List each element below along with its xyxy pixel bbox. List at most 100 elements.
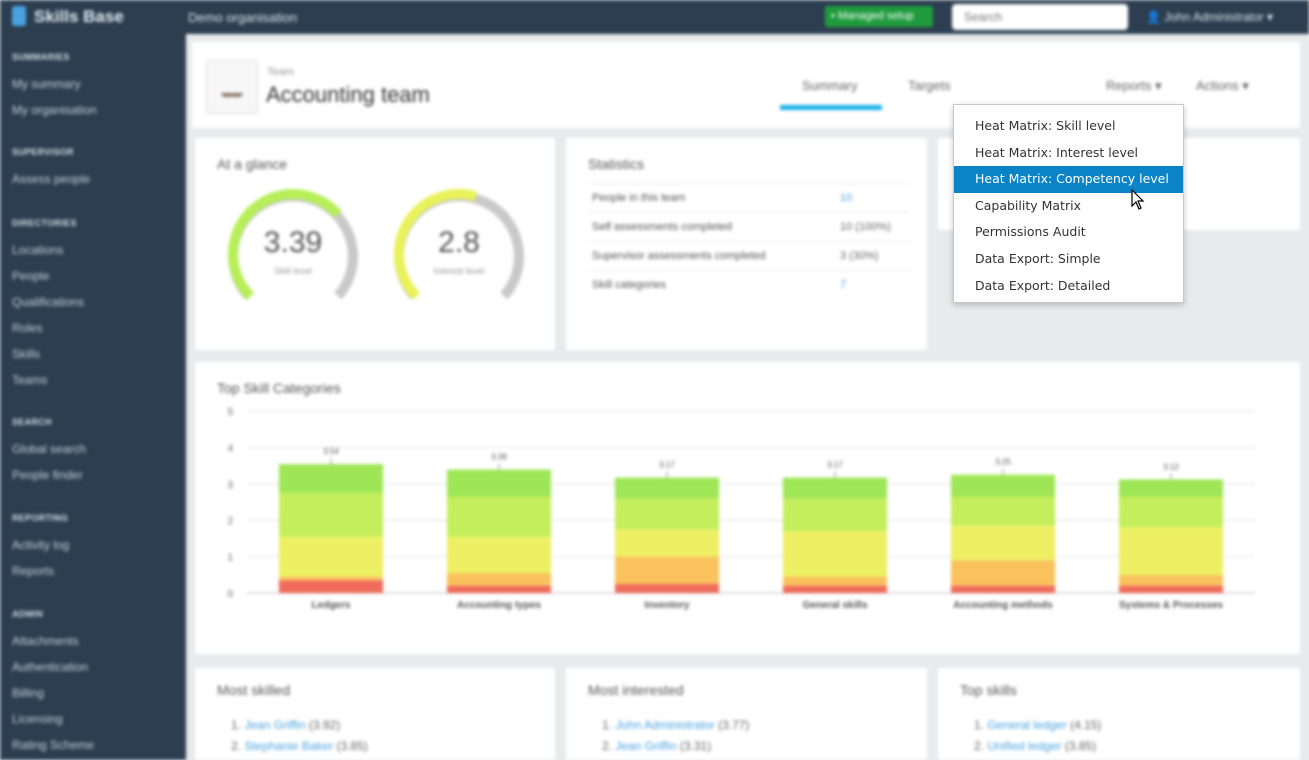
skill-link[interactable]: Unified ledger (987, 739, 1062, 753)
tab-targets[interactable]: Targets (908, 78, 951, 93)
sidebar-item-attachments[interactable]: Attachments (12, 634, 79, 648)
bar-segment (615, 477, 719, 499)
check-icon: ▪ (831, 10, 838, 22)
list-item: 2. Unified ledger (3.85) (974, 739, 1097, 753)
glance-panel: At a glance 3.39 Skill level 2.8 Interes… (195, 138, 555, 350)
y-tick-label: 5 (227, 407, 233, 418)
stat-value[interactable]: 10 (840, 192, 853, 204)
team-avatar (206, 60, 258, 114)
sidebar-item-qualifications[interactable]: Qualifications (12, 295, 85, 309)
stat-label: Self assessments completed (592, 221, 733, 233)
skill-gauge-graphic (228, 189, 358, 300)
y-tick-label: 3 (227, 480, 233, 491)
search-input[interactable] (952, 4, 1128, 30)
bar-segment (615, 498, 719, 530)
tab-summary[interactable]: Summary (802, 78, 858, 93)
bar-value-label: 3.12 (1163, 462, 1179, 471)
menu-item-heat-matrix-competency-level[interactable]: Heat Matrix: Competency level (954, 166, 1183, 193)
category-label: General skills (802, 600, 867, 611)
stat-label: Supervisor assessments completed (592, 250, 766, 262)
sidebar-item-my-summary[interactable]: My summary (12, 77, 81, 91)
most-skilled-title: Most skilled (217, 682, 291, 698)
interest-gauge-label: Interest level (433, 266, 485, 276)
list-item: 1. General ledger (4.15) (974, 718, 1102, 732)
bar-segment (951, 474, 1055, 497)
menu-item-permissions-audit[interactable]: Permissions Audit (975, 224, 1086, 240)
team-type-label: Team (267, 66, 294, 78)
sidebar-item-licensing[interactable]: Licensing (12, 712, 63, 726)
chart-title: Top Skill Categories (217, 380, 341, 396)
person-link[interactable]: John Administrator (615, 718, 715, 732)
sidebar-item-locations[interactable]: Locations (12, 243, 64, 257)
category-label: Accounting types (457, 600, 541, 611)
top-skill-chart: 0 1 2 3 4 5 3.54 Ledgers 3.39 Accounting types 3.1… (227, 407, 1255, 611)
bar-segment (783, 576, 887, 586)
most-skilled-panel: Most skilled 1. Jean Griffin (3.92) 2. S… (195, 668, 555, 760)
bar-segment (279, 580, 383, 593)
bar-segment (783, 477, 887, 499)
sidebar-item-global-search[interactable]: Global search (12, 442, 87, 456)
bar-value-label: 3.25 (995, 458, 1011, 467)
most-interested-title: Most interested (588, 682, 684, 698)
sidebar-item-rating-scheme[interactable]: Rating Scheme (12, 738, 95, 752)
person-link[interactable]: Stephanie Baker (244, 739, 334, 753)
y-tick-label: 1 (227, 553, 233, 564)
app-name: Skills Base (34, 7, 124, 26)
reports-dropdown-menu: Heat Matrix: Skill level Heat Matrix: Int… (953, 104, 1184, 303)
bar-segment (447, 536, 551, 573)
sidebar-item-my-organisation[interactable]: My organisation (12, 103, 97, 117)
menu-item-heat-matrix-interest-level[interactable]: Heat Matrix: Interest level (975, 144, 1139, 160)
person-link[interactable]: Jean Griffin (244, 718, 306, 732)
skill-link[interactable]: General ledger (987, 718, 1067, 732)
menu-item-capability-matrix[interactable]: Capability Matrix (975, 197, 1081, 213)
sidebar-heading-reporting: REPORTING (12, 513, 69, 523)
glance-title: At a glance (217, 156, 288, 172)
sidebar-item-teams[interactable]: Teams (12, 373, 48, 387)
person-link[interactable]: Jean Griffin (615, 739, 677, 753)
sidebar-item-people[interactable]: People (12, 269, 50, 283)
managed-setup-button[interactable]: ▪ Managed setup (825, 6, 933, 27)
stat-row: Self assessments completed 10 (100%) (588, 212, 910, 241)
stat-row: Supervisor assessments completed 3 (30%) (588, 241, 910, 270)
bar-value-label: 3.17 (659, 461, 675, 470)
bar-segment (783, 498, 887, 532)
sidebar-item-roles[interactable]: Roles (12, 321, 43, 335)
bar-segment (279, 576, 383, 581)
tab-actions[interactable]: Actions ▾ (1196, 78, 1249, 93)
list-item: 2. Stephanie Baker (3.85) (231, 739, 368, 753)
user-menu[interactable]: 👤 John Administrator ▾ (1146, 10, 1274, 24)
sidebar-heading-summaries: SUMMARIES (12, 52, 70, 62)
menu-item-data-export-simple[interactable]: Data Export: Simple (975, 250, 1101, 266)
stat-row: Skill categories 7 (588, 270, 910, 299)
sidebar-item-skills[interactable]: Skills (12, 347, 41, 361)
bar-value-label: 3.39 (491, 453, 507, 462)
bar-segment (447, 572, 551, 586)
app-logo[interactable]: Skills Base (12, 6, 124, 27)
skill-gauge-label: Skill level (274, 266, 312, 276)
sidebar: SUMMARIES My summary My organisation SUPERV… (0, 34, 186, 760)
sidebar-item-people-finder[interactable]: People finder (12, 468, 83, 482)
category-label: Ledgers (312, 600, 351, 611)
menu-item-data-export-detailed[interactable]: Data Export: Detailed (975, 277, 1111, 293)
sidebar-item-authentication[interactable]: Authentication (12, 660, 89, 674)
most-interested-panel: Most interested 1. John Administrator (3… (566, 668, 927, 760)
bar-value-label: 3.17 (827, 461, 843, 470)
sidebar-item-billing[interactable]: Billing (12, 686, 45, 700)
sidebar-item-assess-people[interactable]: Assess people (12, 172, 91, 186)
list-item: 1. Jean Griffin (3.92) (231, 718, 341, 732)
bar-segment (447, 469, 551, 497)
bar-segment (279, 464, 383, 493)
stat-value[interactable]: 7 (840, 279, 847, 291)
menu-item-heat-matrix-skill-level[interactable]: Heat Matrix: Skill level (975, 118, 1116, 133)
org-name: Demo organisation (188, 10, 298, 25)
bar-segment (615, 556, 719, 584)
bar-segment (951, 525, 1055, 561)
interest-gauge: 2.8 Interest level (389, 188, 529, 308)
top-skills-title: Top skills (960, 682, 1017, 698)
sidebar-item-activity-log[interactable]: Activity log (12, 538, 70, 552)
bar-segment (447, 585, 551, 593)
sidebar-item-reports[interactable]: Reports (12, 564, 55, 578)
tab-reports[interactable]: Reports ▾ (1106, 78, 1162, 93)
chart-panel: Top Skill Categories 0 1 2 3 4 5 3.54 Ledgers 3.… (195, 362, 1300, 654)
